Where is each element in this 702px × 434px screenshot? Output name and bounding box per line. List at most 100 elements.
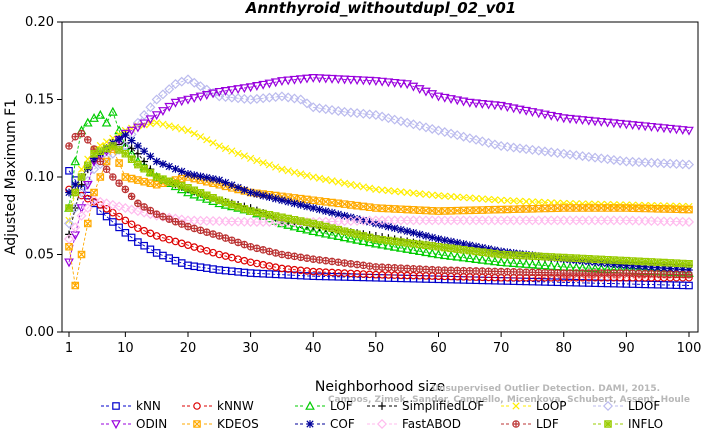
data-point-inflo	[171, 179, 180, 188]
data-point-ldf	[616, 269, 624, 277]
data-point-odin	[621, 120, 632, 130]
data-point-ldof	[565, 149, 576, 160]
data-point-odin	[352, 76, 362, 86]
data-point-simplifiedlof	[127, 144, 136, 153]
data-point-ldf	[572, 269, 581, 277]
data-point-simplifiedlof	[134, 149, 142, 158]
data-point-fastabod	[132, 206, 143, 217]
data-point-inflo	[559, 253, 568, 262]
data-point-kdeos	[134, 176, 142, 184]
legend-marker	[376, 418, 388, 430]
data-point-ldf	[96, 157, 105, 166]
data-point-inflo	[541, 252, 549, 261]
data-point-odin	[176, 97, 187, 107]
data-point-lof	[339, 232, 350, 242]
legend-marker	[193, 420, 201, 428]
data-point-cof	[397, 225, 405, 234]
series-knn	[65, 167, 693, 290]
data-point-loop	[315, 174, 324, 182]
data-point-odin	[145, 115, 156, 125]
data-point-ldf	[109, 173, 117, 181]
data-point-lof	[371, 238, 381, 248]
data-point-inflo	[534, 252, 543, 261]
data-point-ldf	[259, 246, 267, 254]
data-point-inflo	[328, 224, 336, 232]
data-point-inflo	[591, 255, 599, 263]
data-point-ldof	[558, 148, 569, 159]
y-tick-label: 0.05	[25, 248, 54, 263]
data-point-loop	[203, 136, 211, 144]
data-point-kdeos	[666, 205, 675, 213]
data-point-loop	[353, 182, 361, 190]
data-point-ldof	[665, 158, 676, 169]
data-point-ldof	[63, 218, 75, 229]
data-point-ldf	[215, 232, 224, 240]
data-point-ldf	[71, 132, 80, 141]
data-point-knnw	[102, 204, 111, 213]
data-point-cof	[271, 194, 280, 203]
data-point-ldf	[672, 270, 681, 279]
data-point-knnw	[127, 220, 136, 229]
data-point-kdeos	[491, 205, 499, 214]
data-point-ldf	[334, 258, 343, 266]
axis-layer: 1 10 20 30 40 50 60 70 80 90 100 0.00 0.05 0.10 0.15 0.…	[25, 15, 701, 356]
data-point-ldof	[489, 139, 500, 150]
data-point-lof	[389, 241, 400, 251]
data-point-ldof	[502, 141, 513, 152]
data-point-ldf	[584, 269, 593, 277]
data-point-cof	[478, 243, 487, 252]
data-point-odin	[277, 77, 287, 86]
data-point-loop	[340, 179, 349, 187]
data-point-knnw	[234, 255, 242, 263]
data-point-odin	[515, 105, 525, 115]
data-point-inflo	[152, 173, 161, 181]
data-point-fastabod	[658, 216, 669, 227]
data-point-inflo	[365, 233, 374, 242]
data-point-odin	[433, 92, 444, 102]
data-point-loop	[391, 187, 399, 195]
data-point-inflo	[265, 211, 274, 219]
data-point-odin	[458, 97, 469, 107]
legend-marker	[602, 400, 614, 412]
data-point-odin	[665, 124, 676, 134]
data-point-fastabod	[126, 204, 137, 215]
data-point-fastabod	[671, 216, 682, 227]
data-point-loop	[384, 187, 393, 195]
data-point-lof	[320, 228, 331, 238]
data-point-cof	[484, 245, 493, 253]
data-point-ldof	[596, 153, 607, 164]
data-point-cof	[641, 262, 650, 271]
data-point-inflo	[628, 257, 637, 265]
data-point-ldof	[633, 157, 644, 168]
data-point-ldf	[578, 269, 587, 277]
data-point-cof	[290, 199, 299, 208]
data-point-ldof	[239, 93, 250, 104]
data-point-ldf	[134, 199, 142, 208]
data-point-ldof	[477, 136, 488, 147]
data-point-odin	[427, 90, 438, 100]
data-point-odin	[364, 76, 375, 86]
data-point-fastabod	[76, 210, 87, 221]
data-point-kdeos	[541, 204, 549, 213]
data-point-ldof	[452, 130, 463, 141]
data-point-loop	[153, 119, 161, 127]
data-point-ldof	[671, 158, 682, 169]
data-point-loop	[459, 193, 468, 202]
data-point-ldf	[65, 142, 73, 150]
data-point-inflo	[378, 235, 386, 244]
data-point-kdeos	[121, 173, 130, 181]
data-point-kdeos	[152, 180, 161, 189]
legend-label: kNNW	[217, 399, 254, 413]
data-point-cof	[253, 190, 261, 198]
data-point-ldf	[271, 249, 280, 257]
data-point-odin	[327, 74, 337, 84]
data-point-ldf	[484, 267, 493, 275]
data-point-inflo	[96, 147, 105, 155]
data-point-ldof	[295, 94, 306, 105]
data-point-fastabod	[120, 202, 131, 214]
data-point-lof	[314, 227, 325, 237]
data-point-ldof	[314, 103, 325, 114]
data-point-cof	[215, 176, 224, 184]
data-point-ldof	[552, 147, 563, 158]
data-point-loop	[228, 147, 236, 155]
